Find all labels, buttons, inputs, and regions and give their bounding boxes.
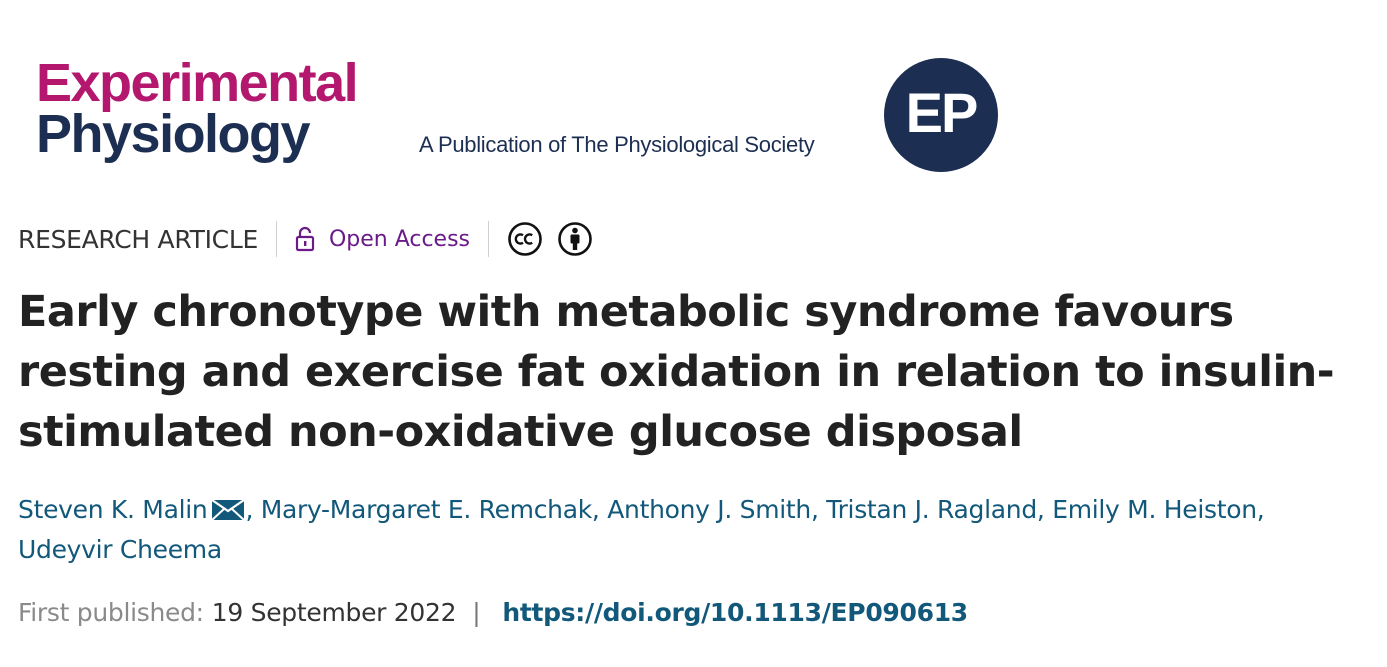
author-separator: , bbox=[1036, 495, 1053, 524]
author-link[interactable]: Emily M. Heiston bbox=[1052, 495, 1257, 524]
publisher-tagline: A Publication of The Physiological Socie… bbox=[419, 132, 815, 157]
article-meta-row: RESEARCH ARTICLE Open Access bbox=[18, 218, 593, 260]
article-title: Early chronotype with metabolic syndrome… bbox=[18, 287, 1335, 457]
publication-info: First published: 19 September 2022 | htt… bbox=[18, 598, 968, 627]
open-access-badge[interactable]: Open Access bbox=[295, 226, 470, 252]
author-link[interactable]: Udeyvir Cheema bbox=[18, 535, 222, 564]
journal-name-line1: Experimental bbox=[36, 53, 359, 113]
license-icons[interactable] bbox=[507, 221, 593, 257]
cc-by-icon bbox=[558, 222, 592, 256]
doi-link[interactable]: https://doi.org/10.1113/EP090613 bbox=[502, 598, 968, 627]
padlock-open-icon bbox=[295, 226, 315, 252]
pipe-separator: | bbox=[472, 598, 481, 627]
cc-icon bbox=[508, 222, 542, 256]
journal-banner: Experimental Physiology A Publication of… bbox=[18, 44, 1008, 178]
open-access-label: Open Access bbox=[328, 226, 471, 252]
journal-name-line2: Physiology bbox=[36, 104, 311, 165]
author-link[interactable]: Mary-Margaret E. Remchak bbox=[260, 495, 592, 524]
first-published-date: 19 September 2022 bbox=[211, 598, 457, 627]
author-separator: , bbox=[591, 495, 608, 524]
author-link[interactable]: Tristan J. Ragland bbox=[826, 495, 1037, 524]
author-link[interactable]: Anthony J. Smith bbox=[607, 495, 811, 524]
first-published-label: First published: bbox=[18, 598, 204, 627]
author-separator: , bbox=[1256, 495, 1265, 524]
journal-logo[interactable]: Experimental Physiology bbox=[36, 53, 359, 165]
envelope-icon[interactable] bbox=[211, 499, 246, 521]
author-separator: , bbox=[810, 495, 827, 524]
author-list: Steven K. Malin , Mary-Margaret E. Remch… bbox=[18, 490, 1368, 570]
divider bbox=[275, 221, 277, 257]
article-type: RESEARCH ARTICLE bbox=[18, 224, 258, 254]
author-link[interactable]: Steven K. Malin bbox=[18, 495, 208, 524]
author-separator: , bbox=[245, 495, 261, 524]
ep-logo-badge: EP bbox=[884, 58, 998, 172]
divider bbox=[488, 221, 490, 257]
